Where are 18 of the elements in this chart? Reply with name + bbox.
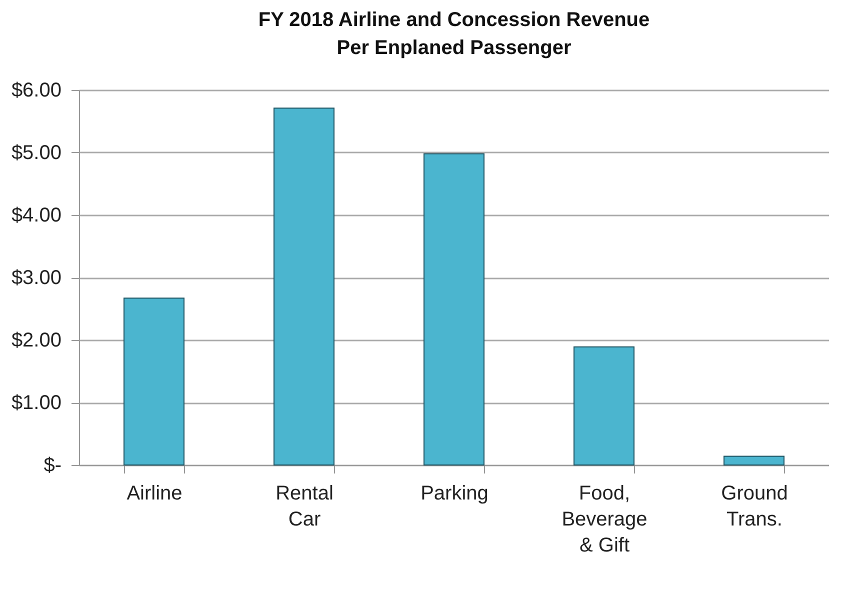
x-tick-label: Food, Beverage & Gift bbox=[562, 482, 648, 556]
y-tick-label: $5.00 bbox=[11, 142, 62, 164]
bar bbox=[574, 346, 634, 466]
x-tick-label: Parking bbox=[420, 482, 488, 504]
y-tick-label: $- bbox=[44, 454, 62, 476]
x-tick-label: Airline bbox=[126, 482, 182, 504]
y-tick-label: $6.00 bbox=[11, 80, 62, 102]
chart-title: FY 2018 Airline and Concession Revenue Per Enplaned Passenger bbox=[258, 9, 650, 59]
bar bbox=[724, 456, 784, 466]
x-tick-label: Rental Car bbox=[276, 482, 334, 530]
bar bbox=[124, 298, 184, 466]
bar bbox=[274, 108, 334, 466]
x-tick-label: Ground Trans. bbox=[721, 482, 788, 530]
y-tick-label: $3.00 bbox=[11, 267, 62, 289]
y-tick-label: $4.00 bbox=[11, 204, 62, 226]
y-tick-label: $1.00 bbox=[11, 392, 62, 414]
y-tick-label: $2.00 bbox=[11, 330, 62, 352]
bar bbox=[424, 153, 484, 466]
